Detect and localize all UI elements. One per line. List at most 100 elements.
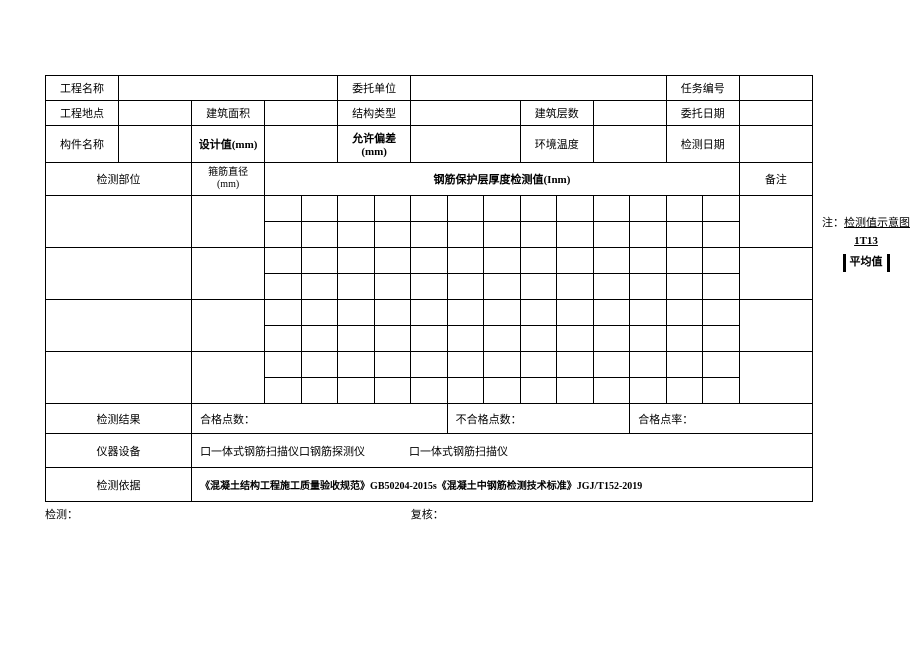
struct-type-label: 结构类型 — [338, 101, 411, 126]
grid-cell — [447, 274, 484, 300]
test-date-value — [739, 126, 812, 163]
test-part-cell — [46, 352, 192, 404]
grid-cell — [374, 196, 411, 222]
grid-cell — [703, 222, 740, 248]
client-value — [411, 76, 667, 101]
grid-cell — [666, 378, 703, 404]
grid-cell — [630, 326, 667, 352]
grid-cell — [265, 300, 302, 326]
grid-cell — [301, 222, 338, 248]
grid-cell — [447, 248, 484, 274]
grid-cell — [338, 222, 375, 248]
grid-cell — [630, 300, 667, 326]
grid-cell — [666, 222, 703, 248]
grid-cell — [703, 274, 740, 300]
grid-cell — [411, 352, 448, 378]
grid-cell — [520, 300, 557, 326]
struct-type-value — [411, 101, 521, 126]
grid-cell — [630, 196, 667, 222]
grid-cell — [301, 248, 338, 274]
grid-cell — [703, 248, 740, 274]
grid-cell — [484, 326, 521, 352]
grid-cell — [557, 352, 594, 378]
grid-cell — [411, 300, 448, 326]
grid-cell — [484, 196, 521, 222]
grid-cell — [301, 378, 338, 404]
grid-cell — [447, 300, 484, 326]
grid-cell — [703, 300, 740, 326]
test-part-cell — [46, 248, 192, 300]
grid-cell — [265, 378, 302, 404]
env-temp-label: 环境温度 — [520, 126, 593, 163]
review-label: 复核： — [411, 509, 444, 521]
grid-cell — [520, 378, 557, 404]
grid-cell — [557, 326, 594, 352]
grid-cell — [374, 274, 411, 300]
grid-cell — [338, 248, 375, 274]
equipment-label: 仪器设备 — [46, 434, 192, 468]
grid-cell — [484, 378, 521, 404]
remark-cell — [739, 248, 812, 300]
grid-cell — [411, 378, 448, 404]
grid-cell — [557, 300, 594, 326]
note-link: 检测值示意图 — [844, 217, 910, 229]
grid-cell — [374, 300, 411, 326]
equipment-text: 口一体式钢筋扫描仪口钢筋探测仪 口一体式钢筋扫描仪 — [192, 434, 813, 468]
project-name-label: 工程名称 — [46, 76, 119, 101]
env-temp-value — [593, 126, 666, 163]
tolerance-value — [411, 126, 521, 163]
grid-cell — [338, 352, 375, 378]
grid-cell — [411, 222, 448, 248]
grid-cell — [484, 222, 521, 248]
pass-count-cell: 合格点数： — [192, 404, 448, 434]
grid-cell — [447, 196, 484, 222]
grid-cell — [301, 352, 338, 378]
side-note: 注：检测值示意图 1T13 平均值 — [821, 215, 911, 272]
grid-cell — [703, 352, 740, 378]
grid-cell — [593, 248, 630, 274]
grid-cell — [630, 274, 667, 300]
grid-cell — [557, 248, 594, 274]
grid-cell — [593, 274, 630, 300]
grid-cell — [447, 326, 484, 352]
project-addr-value — [119, 101, 192, 126]
grid-cell — [338, 326, 375, 352]
grid-cell — [265, 196, 302, 222]
grid-cell — [374, 352, 411, 378]
grid-cell — [666, 352, 703, 378]
avg-label: 平均值 — [843, 254, 890, 272]
floors-value — [593, 101, 666, 126]
rebar-dia-cell — [192, 300, 265, 352]
remark-cell — [739, 196, 812, 248]
test-date-label: 检测日期 — [666, 126, 739, 163]
grid-cell — [265, 274, 302, 300]
grid-cell — [520, 274, 557, 300]
rebar-dia-label: 箍筋直径(mm) — [192, 163, 265, 196]
rebar-dia-cell — [192, 248, 265, 300]
remark-label: 备注 — [739, 163, 812, 196]
grid-cell — [265, 326, 302, 352]
grid-cell — [374, 222, 411, 248]
grid-cell — [630, 378, 667, 404]
pass-rate-cell: 合格点率： — [630, 404, 813, 434]
basis-label: 检测依据 — [46, 468, 192, 502]
grid-cell — [484, 352, 521, 378]
inspection-form-table: 工程名称 委托单位 任务编号 工程地点 建筑面积 结构类型 建筑层数 委托日期 … — [45, 75, 813, 502]
grid-cell — [703, 378, 740, 404]
grid-cell — [520, 222, 557, 248]
project-addr-label: 工程地点 — [46, 101, 119, 126]
grid-cell — [411, 196, 448, 222]
inspect-label: 检测： — [45, 509, 78, 521]
task-no-value — [739, 76, 812, 101]
cover-depth-label: 钢筋保护层厚度检测值(Inm) — [265, 163, 740, 196]
grid-cell — [447, 222, 484, 248]
grid-cell — [265, 222, 302, 248]
grid-cell — [520, 326, 557, 352]
basis-text: 《混凝土结构工程施工质量验收规范》GB50204-2015s《混凝土中钢筋检测技… — [192, 468, 813, 502]
component-label: 构件名称 — [46, 126, 119, 163]
grid-cell — [338, 300, 375, 326]
grid-cell — [557, 378, 594, 404]
rebar-dia-cell — [192, 196, 265, 248]
client-label: 委托单位 — [338, 76, 411, 101]
grid-cell — [666, 300, 703, 326]
